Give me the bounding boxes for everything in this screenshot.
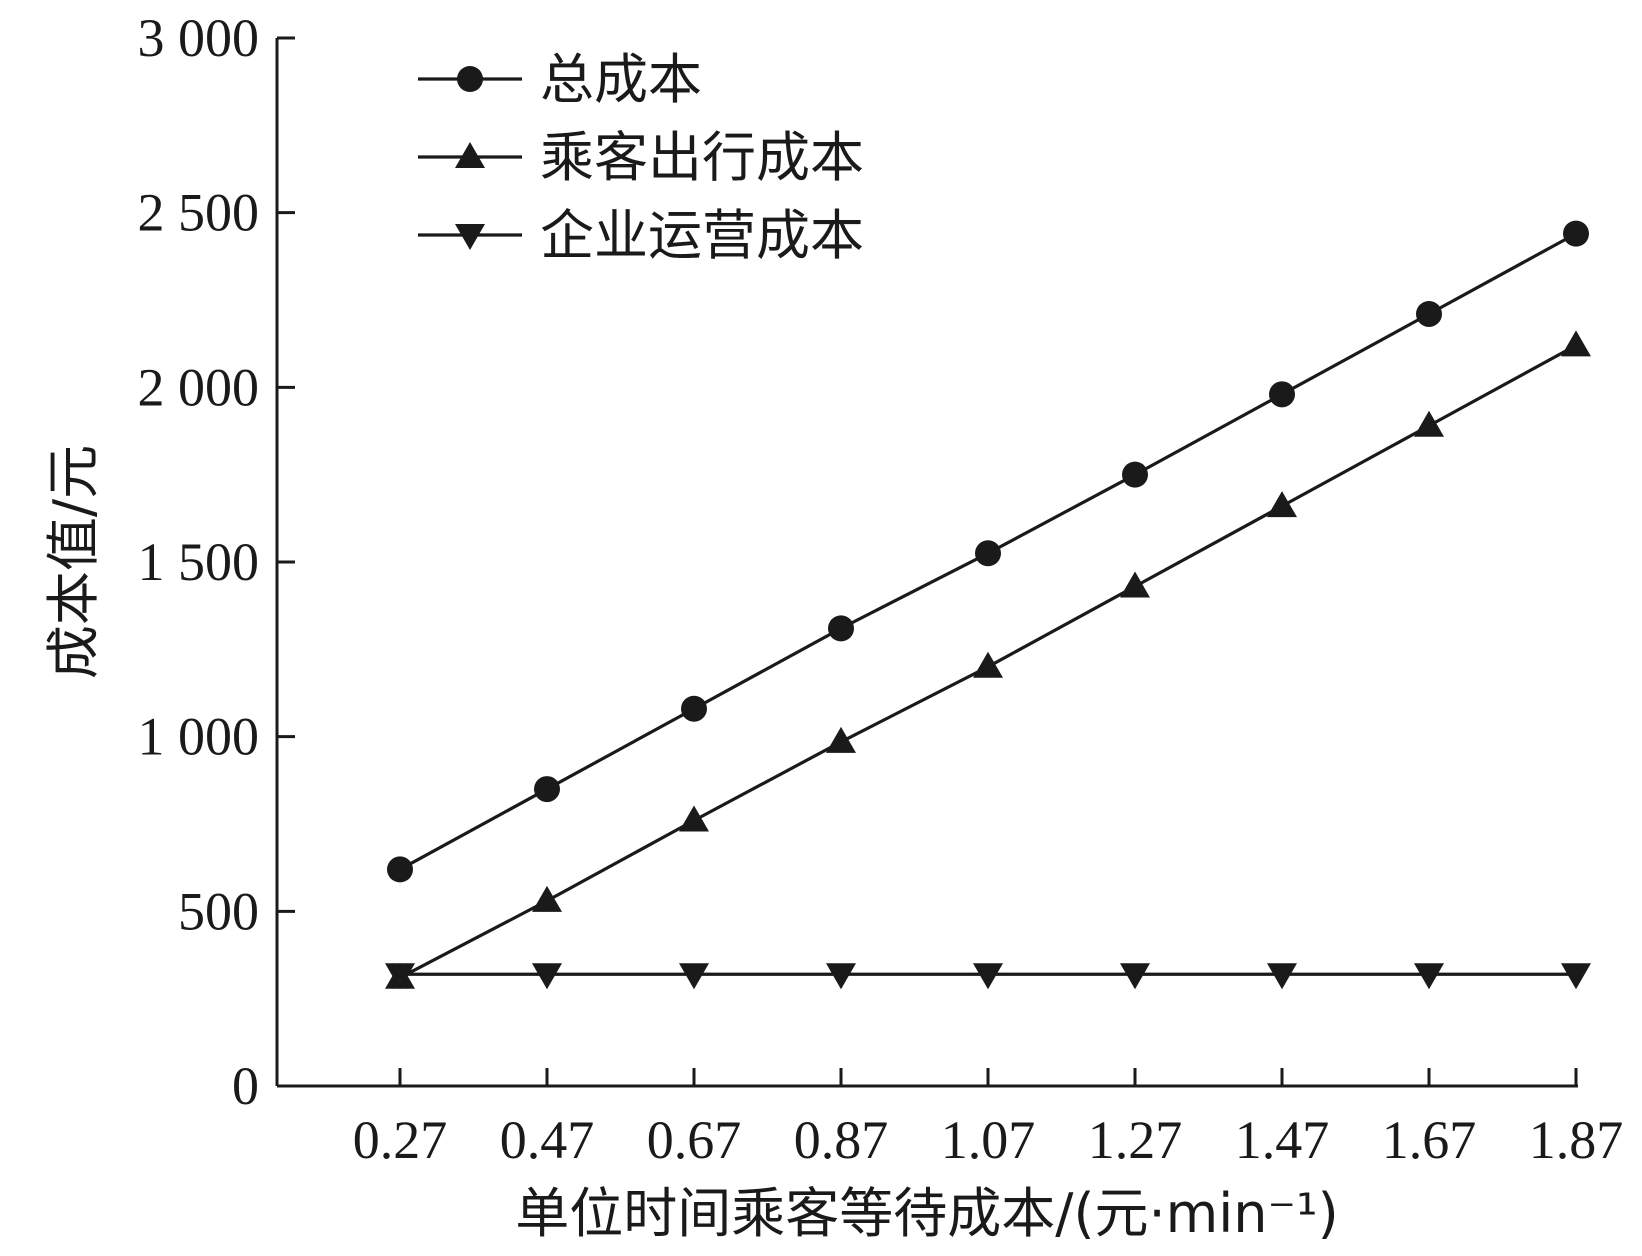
- data-point: [1267, 963, 1297, 990]
- data-point: [975, 540, 1001, 567]
- data-point: [973, 963, 1003, 990]
- x-tick-label: 1.47: [1235, 1110, 1330, 1170]
- data-point: [387, 856, 413, 883]
- series-3: [385, 963, 1591, 990]
- y-tick-label: 0: [232, 1056, 259, 1116]
- data-point: [679, 805, 709, 832]
- y-tick-label: 500: [178, 881, 259, 941]
- x-tick-label: 1.27: [1088, 1110, 1183, 1170]
- legend-label: 企业运营成本: [540, 204, 864, 267]
- y-tick-label: 3 000: [138, 8, 260, 68]
- x-tick-label: 0.67: [647, 1110, 742, 1170]
- data-point: [532, 885, 562, 912]
- data-point: [826, 726, 856, 753]
- legend-item: 企业运营成本: [418, 204, 864, 267]
- x-tick-label: 1.07: [941, 1110, 1036, 1170]
- legend-label: 乘客出行成本: [540, 126, 864, 189]
- data-point: [1414, 410, 1444, 437]
- x-tick-label: 1.87: [1529, 1110, 1624, 1170]
- y-ticks: 0 500 1 000 1 500 2 000 2 500 3 000: [138, 8, 295, 1116]
- data-point: [1561, 330, 1591, 357]
- y-tick-label: 1 500: [138, 532, 260, 592]
- data-point: [1122, 461, 1148, 488]
- legend-marker: [457, 66, 483, 92]
- data-point: [681, 695, 707, 722]
- x-ticks: 0.27 0.47 0.67 0.87 1.07 1.27 1.47 1.67 1.87: [353, 1068, 1624, 1170]
- data-point: [532, 963, 562, 990]
- data-point: [534, 776, 560, 803]
- data-point: [1267, 491, 1297, 518]
- data-point: [679, 963, 709, 990]
- data-point: [973, 651, 1003, 678]
- series-layer: [385, 220, 1591, 990]
- data-point: [1414, 963, 1444, 990]
- legend-label: 总成本: [540, 48, 702, 111]
- series-1: [387, 220, 1589, 883]
- y-tick-label: 2 000: [138, 357, 260, 417]
- data-point: [385, 963, 415, 990]
- x-tick-label: 0.87: [794, 1110, 889, 1170]
- axes: [275, 38, 1578, 1088]
- legend-marker: [455, 142, 485, 168]
- x-tick-label: 1.67: [1382, 1110, 1477, 1170]
- legend-item: 乘客出行成本: [418, 126, 864, 189]
- data-point: [1416, 300, 1442, 327]
- data-point: [826, 963, 856, 990]
- x-tick-label: 0.27: [353, 1110, 448, 1170]
- data-point: [1269, 381, 1295, 408]
- data-point: [1563, 220, 1589, 247]
- data-point: [1561, 963, 1591, 990]
- y-axis-title: 成本值/元: [42, 445, 105, 679]
- legend-item: 总成本: [418, 48, 702, 111]
- series-2: [385, 330, 1591, 989]
- y-tick-label: 2 500: [138, 183, 260, 243]
- data-point: [1120, 963, 1150, 990]
- data-point: [1120, 571, 1150, 598]
- x-axis-title: 单位时间乘客等待成本/(元·min⁻¹): [515, 1182, 1338, 1245]
- y-tick-label: 1 000: [138, 707, 260, 767]
- data-point: [828, 615, 854, 642]
- x-tick-label: 0.47: [500, 1110, 595, 1170]
- legend-marker: [455, 224, 485, 250]
